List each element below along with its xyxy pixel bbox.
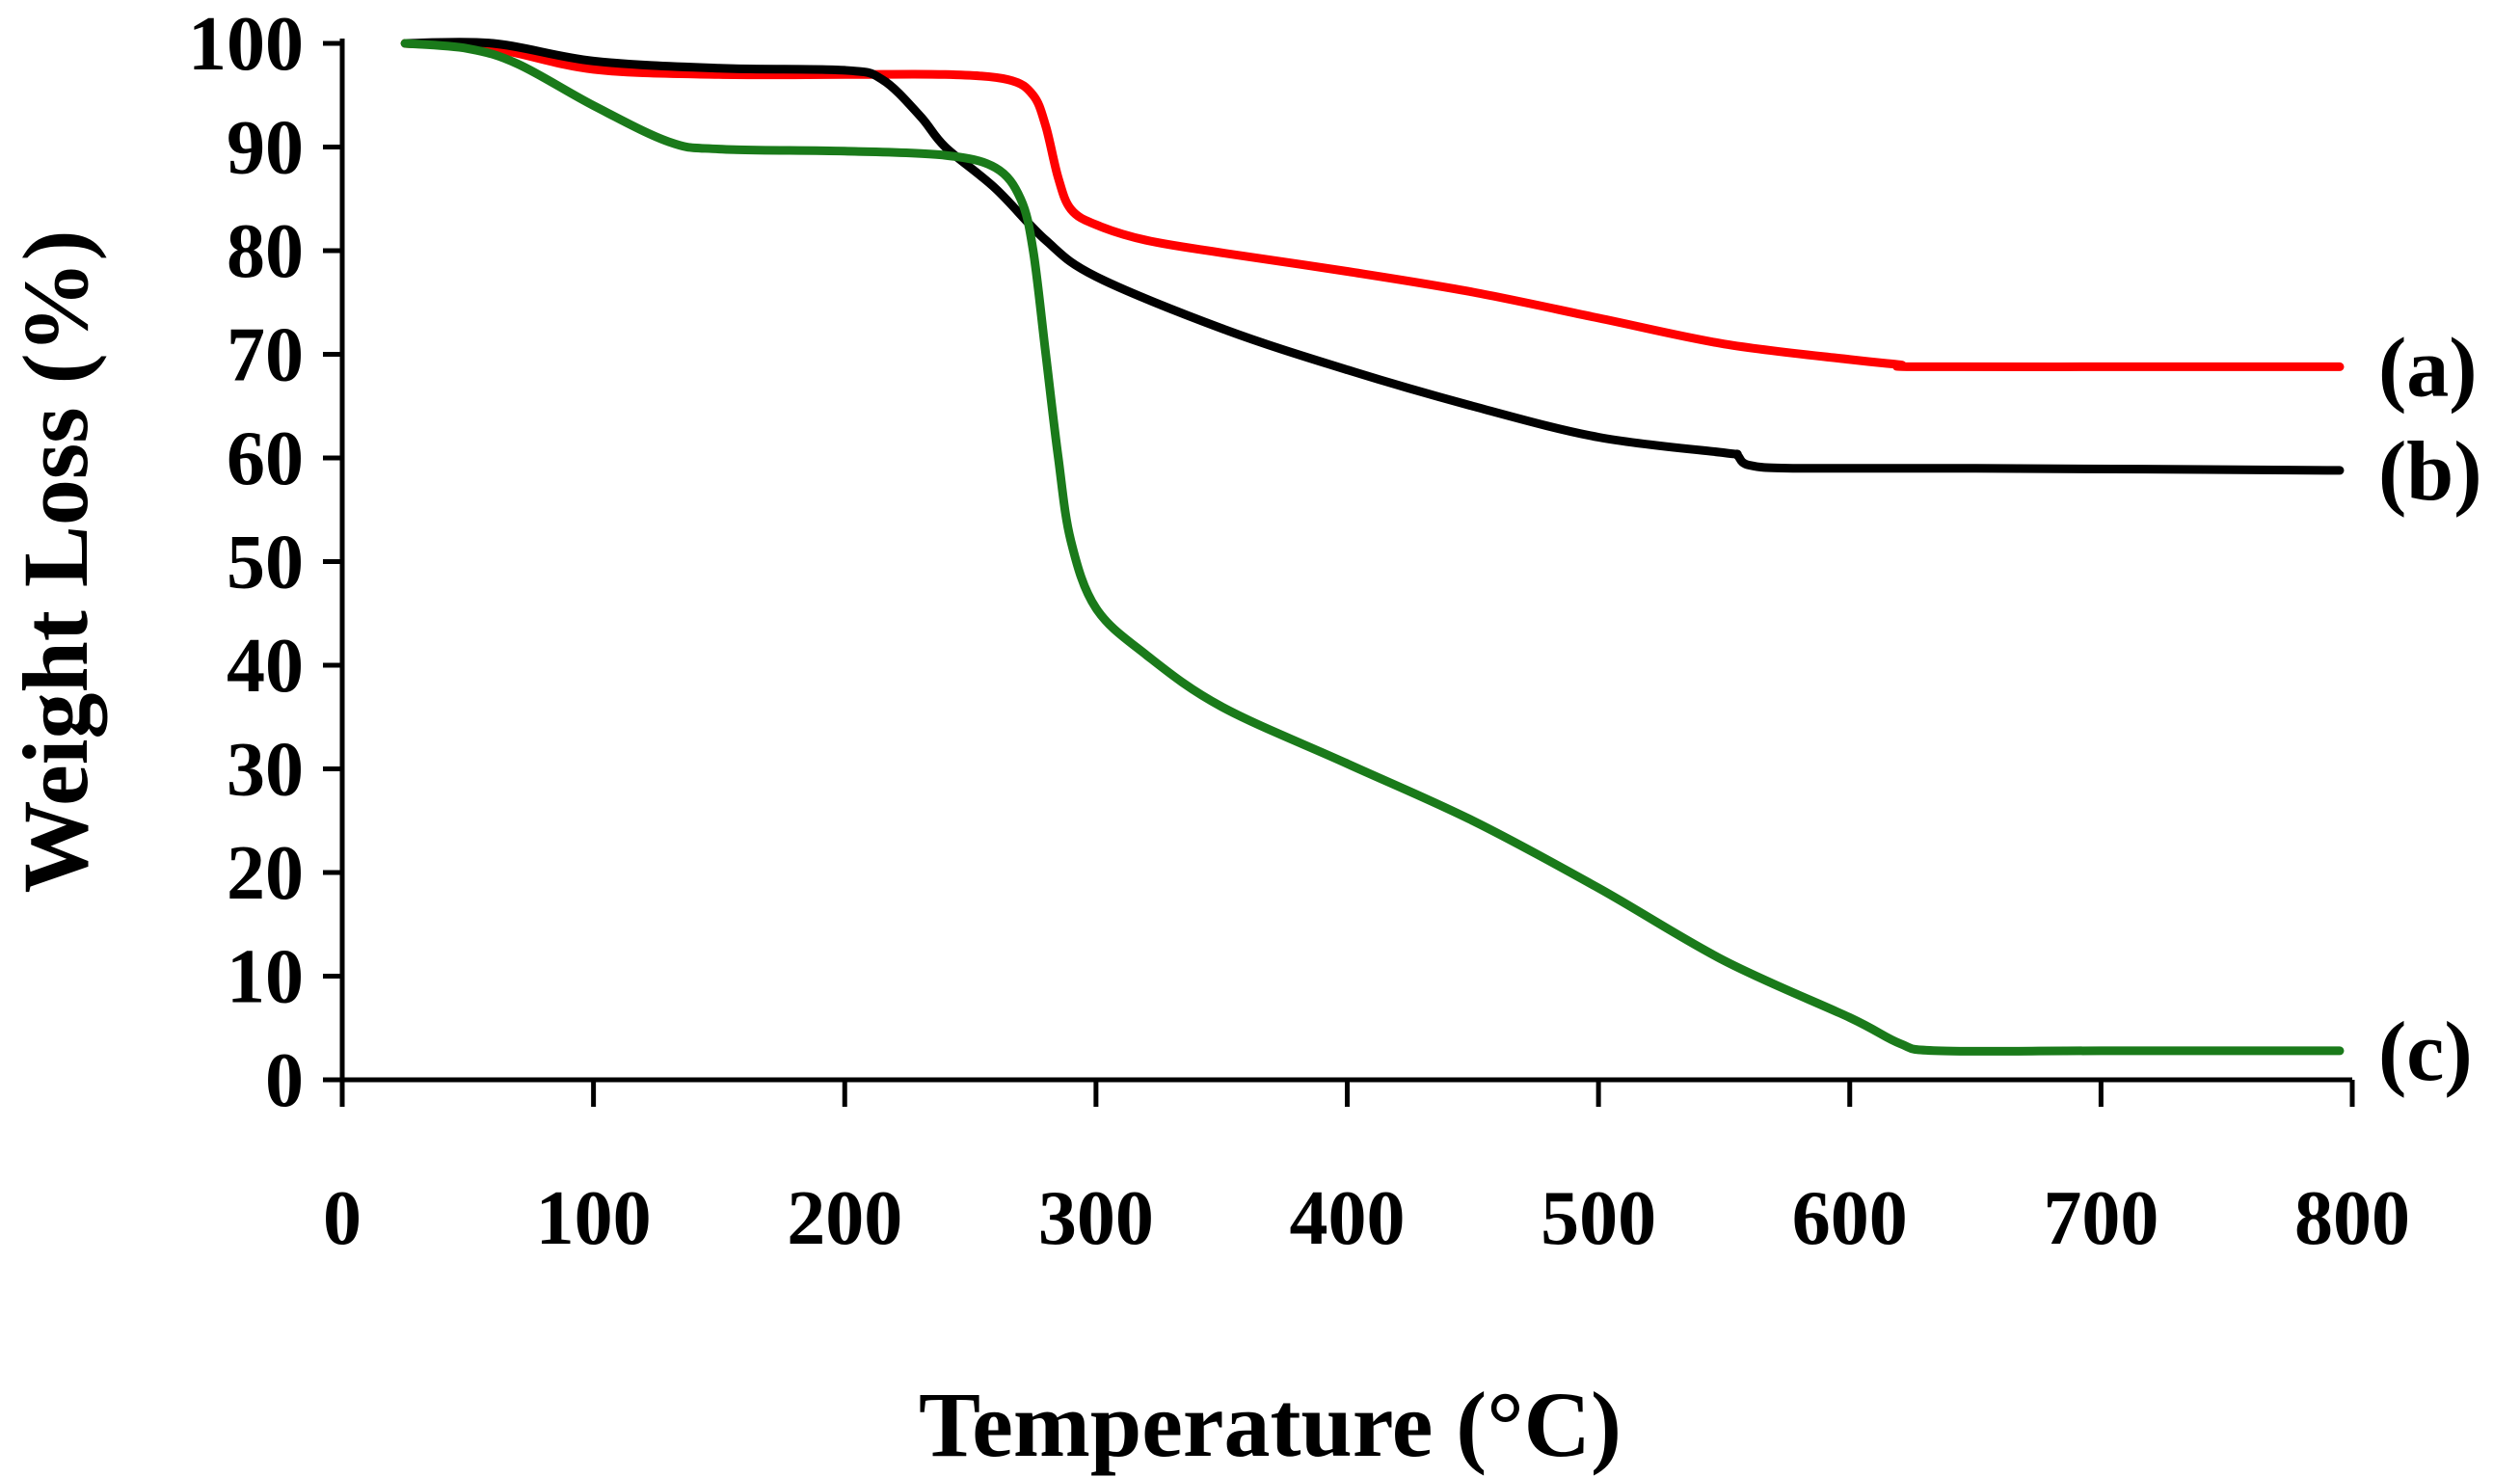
y-tick-label: 70 <box>227 313 304 398</box>
x-tick-label: 100 <box>536 1176 652 1261</box>
x-tick-label: 200 <box>787 1176 902 1261</box>
y-tick-label: 20 <box>227 831 304 916</box>
x-ticks: 0 100 200 300 400 500 600 700 800 <box>323 1080 2410 1261</box>
x-tick-label: 0 <box>323 1176 362 1261</box>
series-label-1: (a) <box>2378 321 2478 415</box>
y-tick-label: 30 <box>227 728 304 813</box>
y-tick-label: 90 <box>227 106 304 191</box>
y-tick-label: 60 <box>227 416 304 501</box>
x-tick-label: 300 <box>1038 1176 1154 1261</box>
series-labels: (a) (b) (c) <box>2378 321 2482 1099</box>
series-group <box>400 38 2345 1056</box>
y-ticks: 0 10 20 30 40 50 60 70 80 90 100 <box>188 2 342 1123</box>
y-tick-label: 40 <box>227 624 304 709</box>
series-line-2 <box>400 38 2345 475</box>
series-label-2: (b) <box>2378 425 2482 519</box>
series-label-3: (c) <box>2378 1006 2473 1099</box>
series-line-1 <box>400 39 2345 372</box>
x-tick-label: 600 <box>1792 1176 1908 1261</box>
x-tick-label: 500 <box>1541 1176 1656 1261</box>
x-tick-label: 400 <box>1290 1176 1406 1261</box>
x-axis-title: Temperature (°C) <box>919 1373 1622 1476</box>
y-axis-title: Weight Loss (%) <box>4 229 107 893</box>
y-tick-label: 10 <box>227 935 304 1020</box>
y-tick-label: 80 <box>227 209 304 294</box>
series-line-3 <box>400 39 2345 1056</box>
x-tick-label: 700 <box>2043 1176 2158 1261</box>
y-tick-label: 0 <box>265 1038 304 1123</box>
y-tick-label: 100 <box>188 2 304 87</box>
y-tick-label: 50 <box>227 521 304 605</box>
x-tick-label: 800 <box>2294 1176 2410 1261</box>
axes <box>339 39 2352 1083</box>
